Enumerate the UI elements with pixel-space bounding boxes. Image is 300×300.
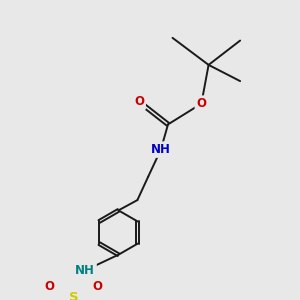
Text: S: S [69,291,78,300]
Text: NH: NH [75,264,95,277]
Text: O: O [93,280,103,293]
Text: NH: NH [151,143,171,156]
Text: O: O [44,280,54,293]
Text: O: O [196,97,206,110]
Text: O: O [134,95,144,108]
